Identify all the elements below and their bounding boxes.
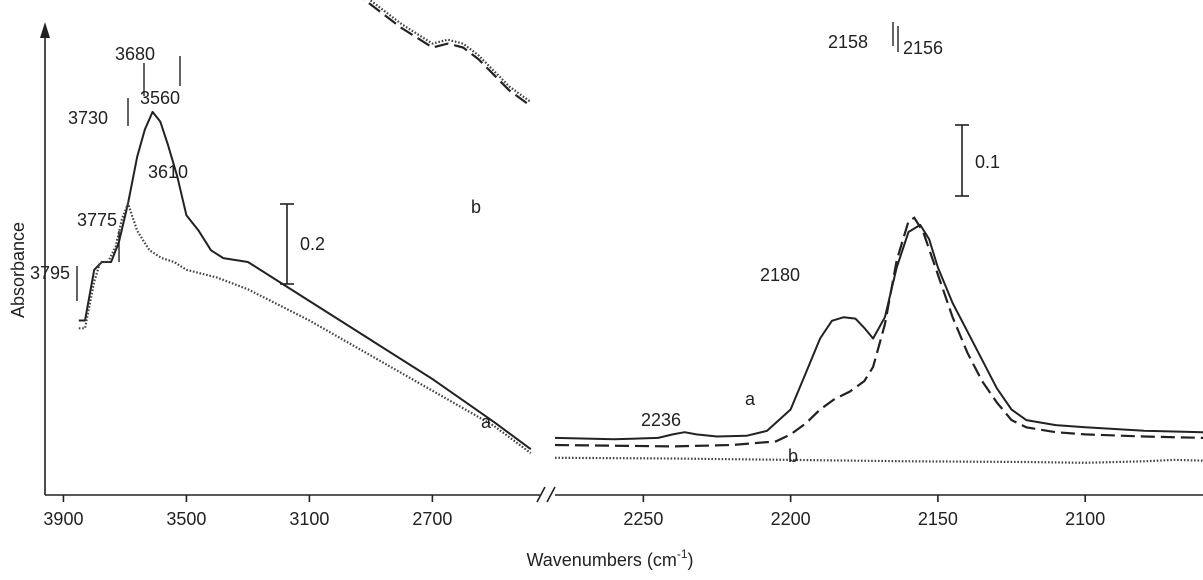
x-axis-label-sup: -1 <box>677 547 688 561</box>
y-axis-label: Absorbance <box>8 222 28 318</box>
scale-bar-right-label: 0.1 <box>975 152 1000 172</box>
x-tick-label: 2200 <box>771 509 811 529</box>
x-axis-label: Wavenumbers (cm-1) <box>526 547 693 570</box>
series-line-a-solid-panel1 <box>78 110 532 451</box>
curve-label-left-a: a <box>481 412 492 432</box>
series-line-b-dashed-panel1 <box>363 0 532 107</box>
scale-bar-right: 0.1 <box>955 124 1000 197</box>
peak-label-2180: 2180 <box>760 265 800 285</box>
x-tick-label: 2100 <box>1065 509 1105 529</box>
peak-label-2158: 2158 <box>828 32 868 52</box>
peak-label-3560: 3560 <box>140 88 180 108</box>
peak-label-3795: 3795 <box>30 263 70 283</box>
scale-bar-left: 0.2 <box>280 203 325 285</box>
series-line-a-dashed-panel2 <box>554 216 1203 448</box>
x-axis-label-end: ) <box>688 550 694 570</box>
curve-label-left-b: b <box>471 197 481 217</box>
x-axis-label-main: Wavenumbers (cm <box>526 550 676 570</box>
axis-break-mark-1 <box>536 486 546 503</box>
curve-label-right-a: a <box>745 389 756 409</box>
axis-break-mark-2 <box>546 486 556 503</box>
spectra-curves <box>78 0 1203 464</box>
peak-label-2236: 2236 <box>641 410 681 430</box>
curve-label-right-b: b <box>788 446 798 466</box>
x-ticks-left: 3900 3500 3100 2700 <box>43 495 452 529</box>
x-tick-label: 3500 <box>166 509 206 529</box>
y-axis-arrow <box>40 22 50 38</box>
x-ticks-right: 2250 2200 2150 2100 <box>623 495 1105 529</box>
peak-label-3775: 3775 <box>77 210 117 230</box>
peak-label-2156: 2156 <box>903 38 943 58</box>
series-line-b-dotted-panel2 <box>554 456 1203 464</box>
series-line-a-solid-panel2 <box>554 223 1203 441</box>
peak-label-3730: 3730 <box>68 108 108 128</box>
peak-label-3680: 3680 <box>115 44 155 64</box>
x-tick-label: 2250 <box>623 509 663 529</box>
scale-bar-left-label: 0.2 <box>300 234 325 254</box>
peak-label-3610: 3610 <box>148 162 188 182</box>
x-tick-label: 3900 <box>43 509 83 529</box>
x-tick-label: 2150 <box>918 509 958 529</box>
x-tick-label: 3100 <box>289 509 329 529</box>
x-tick-label: 2700 <box>412 509 452 529</box>
